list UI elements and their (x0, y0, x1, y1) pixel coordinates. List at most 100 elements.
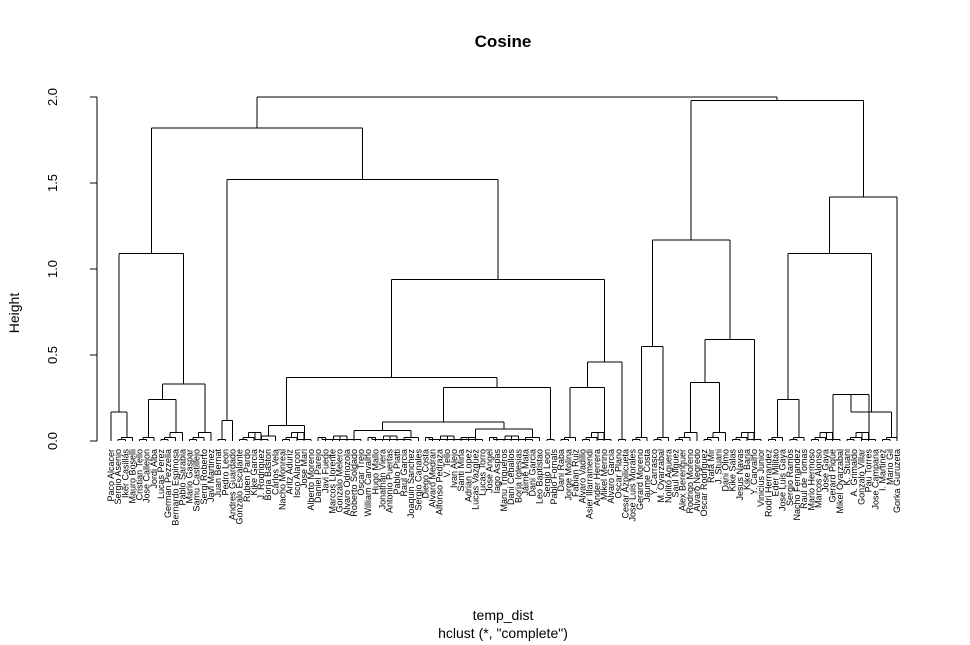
leaf-label: Jose Mari (299, 449, 309, 488)
leaf-label: Sergio Canales (413, 449, 423, 511)
leaf-label: Eder Militao (771, 449, 781, 497)
chart-title: Cosine (475, 32, 532, 51)
leaf-label: Juan Bernat (213, 449, 223, 498)
leaf-label: Sergio Leon (542, 449, 552, 498)
leaf-label: Samu Castillejo (192, 449, 202, 512)
leaf-label: Kike Salas (728, 449, 738, 492)
leaf-label: J. Stuani (713, 449, 723, 484)
leaf-label: Kike Garcia (249, 449, 259, 496)
leaf-label: Gerard Moreno (635, 449, 645, 510)
leaf-label: Javi Fuego (320, 449, 330, 493)
leaf-label: Jose Angel (485, 449, 495, 493)
leaf-label: Diego Costa (420, 449, 430, 499)
leaf-label: Jose Luis Morales (628, 449, 638, 522)
leaf-label: Mauro Boselli (127, 449, 137, 504)
leaf-label: Ivan Alejo (449, 449, 459, 488)
leaf-label: Jose Callejon (142, 449, 152, 503)
leaf-label: V. Tello (442, 449, 452, 478)
leaf-label: Hugo Mallo (370, 449, 380, 495)
leaf-label: Isco Alarcon (292, 449, 302, 498)
leaf-label: Ruben Pardo (242, 449, 252, 502)
x-axis-sublabel: hclust (*, "complete") (438, 625, 568, 641)
leaf-label: Mario Gaspar (185, 449, 195, 504)
leaf-label: Rodri Hernandez (763, 449, 773, 518)
leaf-label: German Pezzella (163, 449, 173, 518)
y-axis-label: Height (6, 293, 22, 334)
leaf-label: Aritz Aduriz (285, 449, 295, 495)
leaf-label: Sergi Roberto (199, 449, 209, 505)
y-tick-label: 0.5 (45, 346, 60, 364)
leaf-label: Leo Baptistao (535, 449, 545, 504)
leaf-label: Santi Mina (456, 449, 466, 492)
leaf-label: M. Oyarzabal (656, 449, 666, 503)
leaf-label: Alberto Moreno (306, 449, 316, 511)
leaf-label: Kike Barja (742, 449, 752, 490)
leaf-label: Y. Carvalho (749, 449, 759, 495)
leaf-label: Raul de Tomas (799, 449, 809, 509)
leaf-label: Oscar Rodriguez (699, 449, 709, 517)
leaf-label: Cesar Azpilicueta (620, 449, 630, 519)
y-tick-label: 1.0 (45, 260, 60, 278)
leaf-label: Jordi Alba (149, 449, 159, 489)
leaf-label: Mikel Merino (599, 449, 609, 500)
leaf-label: Pedro Leon (220, 449, 230, 496)
leaf-label: Bernardo Espinosa (170, 449, 180, 526)
leaf-label: Daniel Parejo (313, 449, 323, 503)
leaf-label: Lucas Torro (478, 449, 488, 496)
leaf-label: Pablo Piatti (392, 449, 402, 495)
leaf-label: Alvaro Garcia (606, 449, 616, 504)
leaf-label: Jonathan Viera (378, 449, 388, 509)
leaf-label: Nacho Fernandez (792, 449, 802, 521)
leaf-label: Borja Baston (263, 449, 273, 501)
leaf-label: Adrian Lopez (463, 449, 473, 503)
leaf-label: William Carvalho (363, 449, 373, 517)
leaf-label: Alfonso Pedraza (435, 449, 445, 515)
leaf-label: Andres Guardado (227, 449, 237, 520)
y-axis: 0.0 0.5 1.0 1.5 2.0 (45, 88, 98, 450)
leaf-label: Alvaro Negredo (692, 449, 702, 512)
leaf-label: Borja Iglesias (513, 449, 523, 504)
leaf-label: Gonzalo Escalante (235, 449, 245, 525)
leaf-label: Alex Berenguer (678, 449, 688, 511)
leaf-label: Dani Olmo (721, 449, 731, 492)
leaf-label: Antonio Puertas (385, 449, 395, 514)
dendrogram-tree (110, 96, 898, 441)
leaf-label: Fabian Ruiz (570, 449, 580, 498)
leaf-label: Ander Herrera (592, 449, 602, 506)
leaf-label: Alvaro Odriozola (342, 449, 352, 516)
leaf-label: Nacho Monreal (277, 449, 287, 510)
leaf-label: Jaume Costa (642, 449, 652, 502)
leaf-label: I. Martinez (878, 449, 888, 492)
leaf-label: Lucas Vazquez (470, 449, 480, 510)
y-tick-label: 2.0 (45, 88, 60, 106)
leaf-label: Jose Campana (871, 449, 881, 510)
leaf-label: Oscar Trejo (356, 449, 366, 496)
leaf-label: Joaquin Sanchez (406, 449, 416, 519)
leaf-label: Sergio Ramos (785, 449, 795, 507)
x-axis-label: temp_dist (473, 607, 534, 623)
leaf-label: Sergio Asenjo (113, 449, 123, 505)
leaf-label: Javi Martinez (206, 449, 216, 503)
leaf-label: Jesus Navas (735, 449, 745, 501)
leaf-label: Lucas Perez (156, 449, 166, 500)
leaf-label: Paco Alcacer (106, 449, 116, 502)
leaf-label: Mario Hermoso (806, 449, 816, 511)
leaf-label: Gorka Guruzeta (892, 449, 902, 513)
leaf-label: Gonzalo Melero (335, 449, 345, 513)
leaf-label: Jose Luis Gaya (778, 449, 788, 511)
leaf-label: Mario Gil (885, 449, 895, 485)
leaf-label: A. Grimaldo (849, 449, 859, 497)
leaf-label: Roberto Soldado (349, 449, 359, 517)
leaf-label: Dani Raba (556, 449, 566, 492)
leaf-label: Manu Trigueros (499, 449, 509, 512)
leaf-label: Pau Torres (863, 449, 873, 493)
leaf-label: Gerard Pique (828, 449, 838, 503)
leaf-label: Vinicius Junior (756, 449, 766, 507)
y-tick-label: 1.5 (45, 174, 60, 192)
leaf-label: Pablo Fornals (549, 449, 559, 505)
leaf-label: Rafa Mir (706, 449, 716, 483)
leaf-label: Raul Garcia (399, 449, 409, 497)
leaf-label: Nolito Aguera (663, 449, 673, 503)
